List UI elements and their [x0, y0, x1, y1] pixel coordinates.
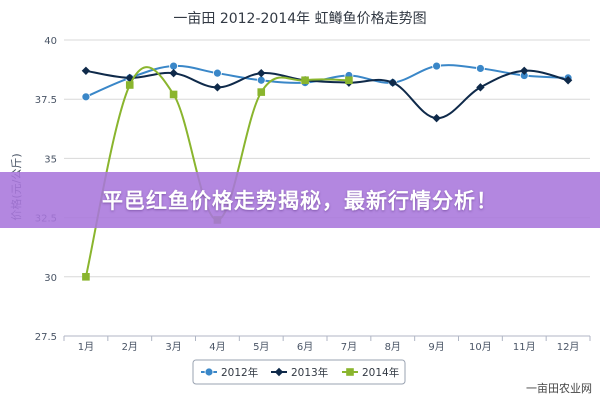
data-point[interactable]	[125, 73, 134, 83]
headline-text: 平邑红鱼价格走势揭秘，最新行情分析！	[102, 189, 498, 213]
y-tick-label: 35	[44, 154, 57, 165]
y-tick-label: 30	[44, 273, 57, 284]
headline-banner: 平邑红鱼价格走势揭秘，最新行情分析！	[0, 172, 600, 228]
y-tick-label: 37.5	[35, 95, 57, 106]
data-point[interactable]	[257, 88, 266, 96]
x-tick-label: 1月	[78, 341, 94, 353]
data-point[interactable]	[345, 76, 353, 85]
data-point[interactable]	[520, 66, 529, 75]
x-tick-label: 10月	[469, 341, 492, 353]
y-tick-label: 40	[44, 36, 57, 47]
legend-label[interactable]: 2014年	[362, 366, 399, 379]
x-tick-label: 2月	[122, 341, 138, 353]
chart-title: 一亩田 2012-2014年 虹鳟鱼价格走势图	[173, 10, 426, 27]
data-point[interactable]	[213, 83, 222, 92]
legend-marker[interactable]	[274, 367, 284, 377]
x-tick-label: 3月	[165, 341, 181, 353]
x-tick-label: 9月	[428, 341, 444, 353]
x-tick-label: 5月	[253, 341, 269, 353]
legend[interactable]: 2012年 2013年 2014年	[192, 359, 406, 385]
y-tick-label: 27.5	[35, 332, 57, 343]
data-point[interactable]	[256, 75, 266, 85]
data-point[interactable]	[476, 83, 485, 92]
series-2013年	[81, 66, 573, 123]
x-tick-label: 4月	[209, 341, 225, 353]
legend-box	[192, 359, 406, 385]
data-point[interactable]	[81, 66, 91, 75]
x-tick-label: 7月	[341, 341, 357, 353]
data-point[interactable]	[169, 61, 178, 71]
x-tick-label: 12月	[557, 341, 580, 353]
legend-label[interactable]: 2012年	[221, 366, 258, 379]
data-point[interactable]	[82, 273, 90, 281]
data-point[interactable]	[432, 113, 441, 123]
legend-label[interactable]: 2013年	[291, 366, 328, 379]
data-point[interactable]	[388, 78, 397, 87]
x-tick-label: 6月	[297, 341, 313, 353]
data-point[interactable]	[432, 61, 441, 71]
legend-marker[interactable]	[346, 368, 354, 376]
data-point[interactable]	[476, 64, 485, 73]
data-point[interactable]	[169, 90, 178, 99]
data-point[interactable]	[257, 68, 266, 78]
data-point[interactable]	[213, 68, 222, 78]
legend-marker[interactable]	[204, 367, 214, 377]
data-point[interactable]	[81, 92, 91, 102]
data-point[interactable]	[301, 76, 309, 85]
data-point[interactable]	[563, 76, 573, 85]
data-point[interactable]	[125, 81, 134, 89]
x-tick-label: 11月	[513, 341, 536, 353]
data-point[interactable]	[169, 68, 178, 78]
x-tick-label: 8月	[385, 341, 401, 353]
site-watermark: 一亩田农业网	[526, 382, 592, 395]
